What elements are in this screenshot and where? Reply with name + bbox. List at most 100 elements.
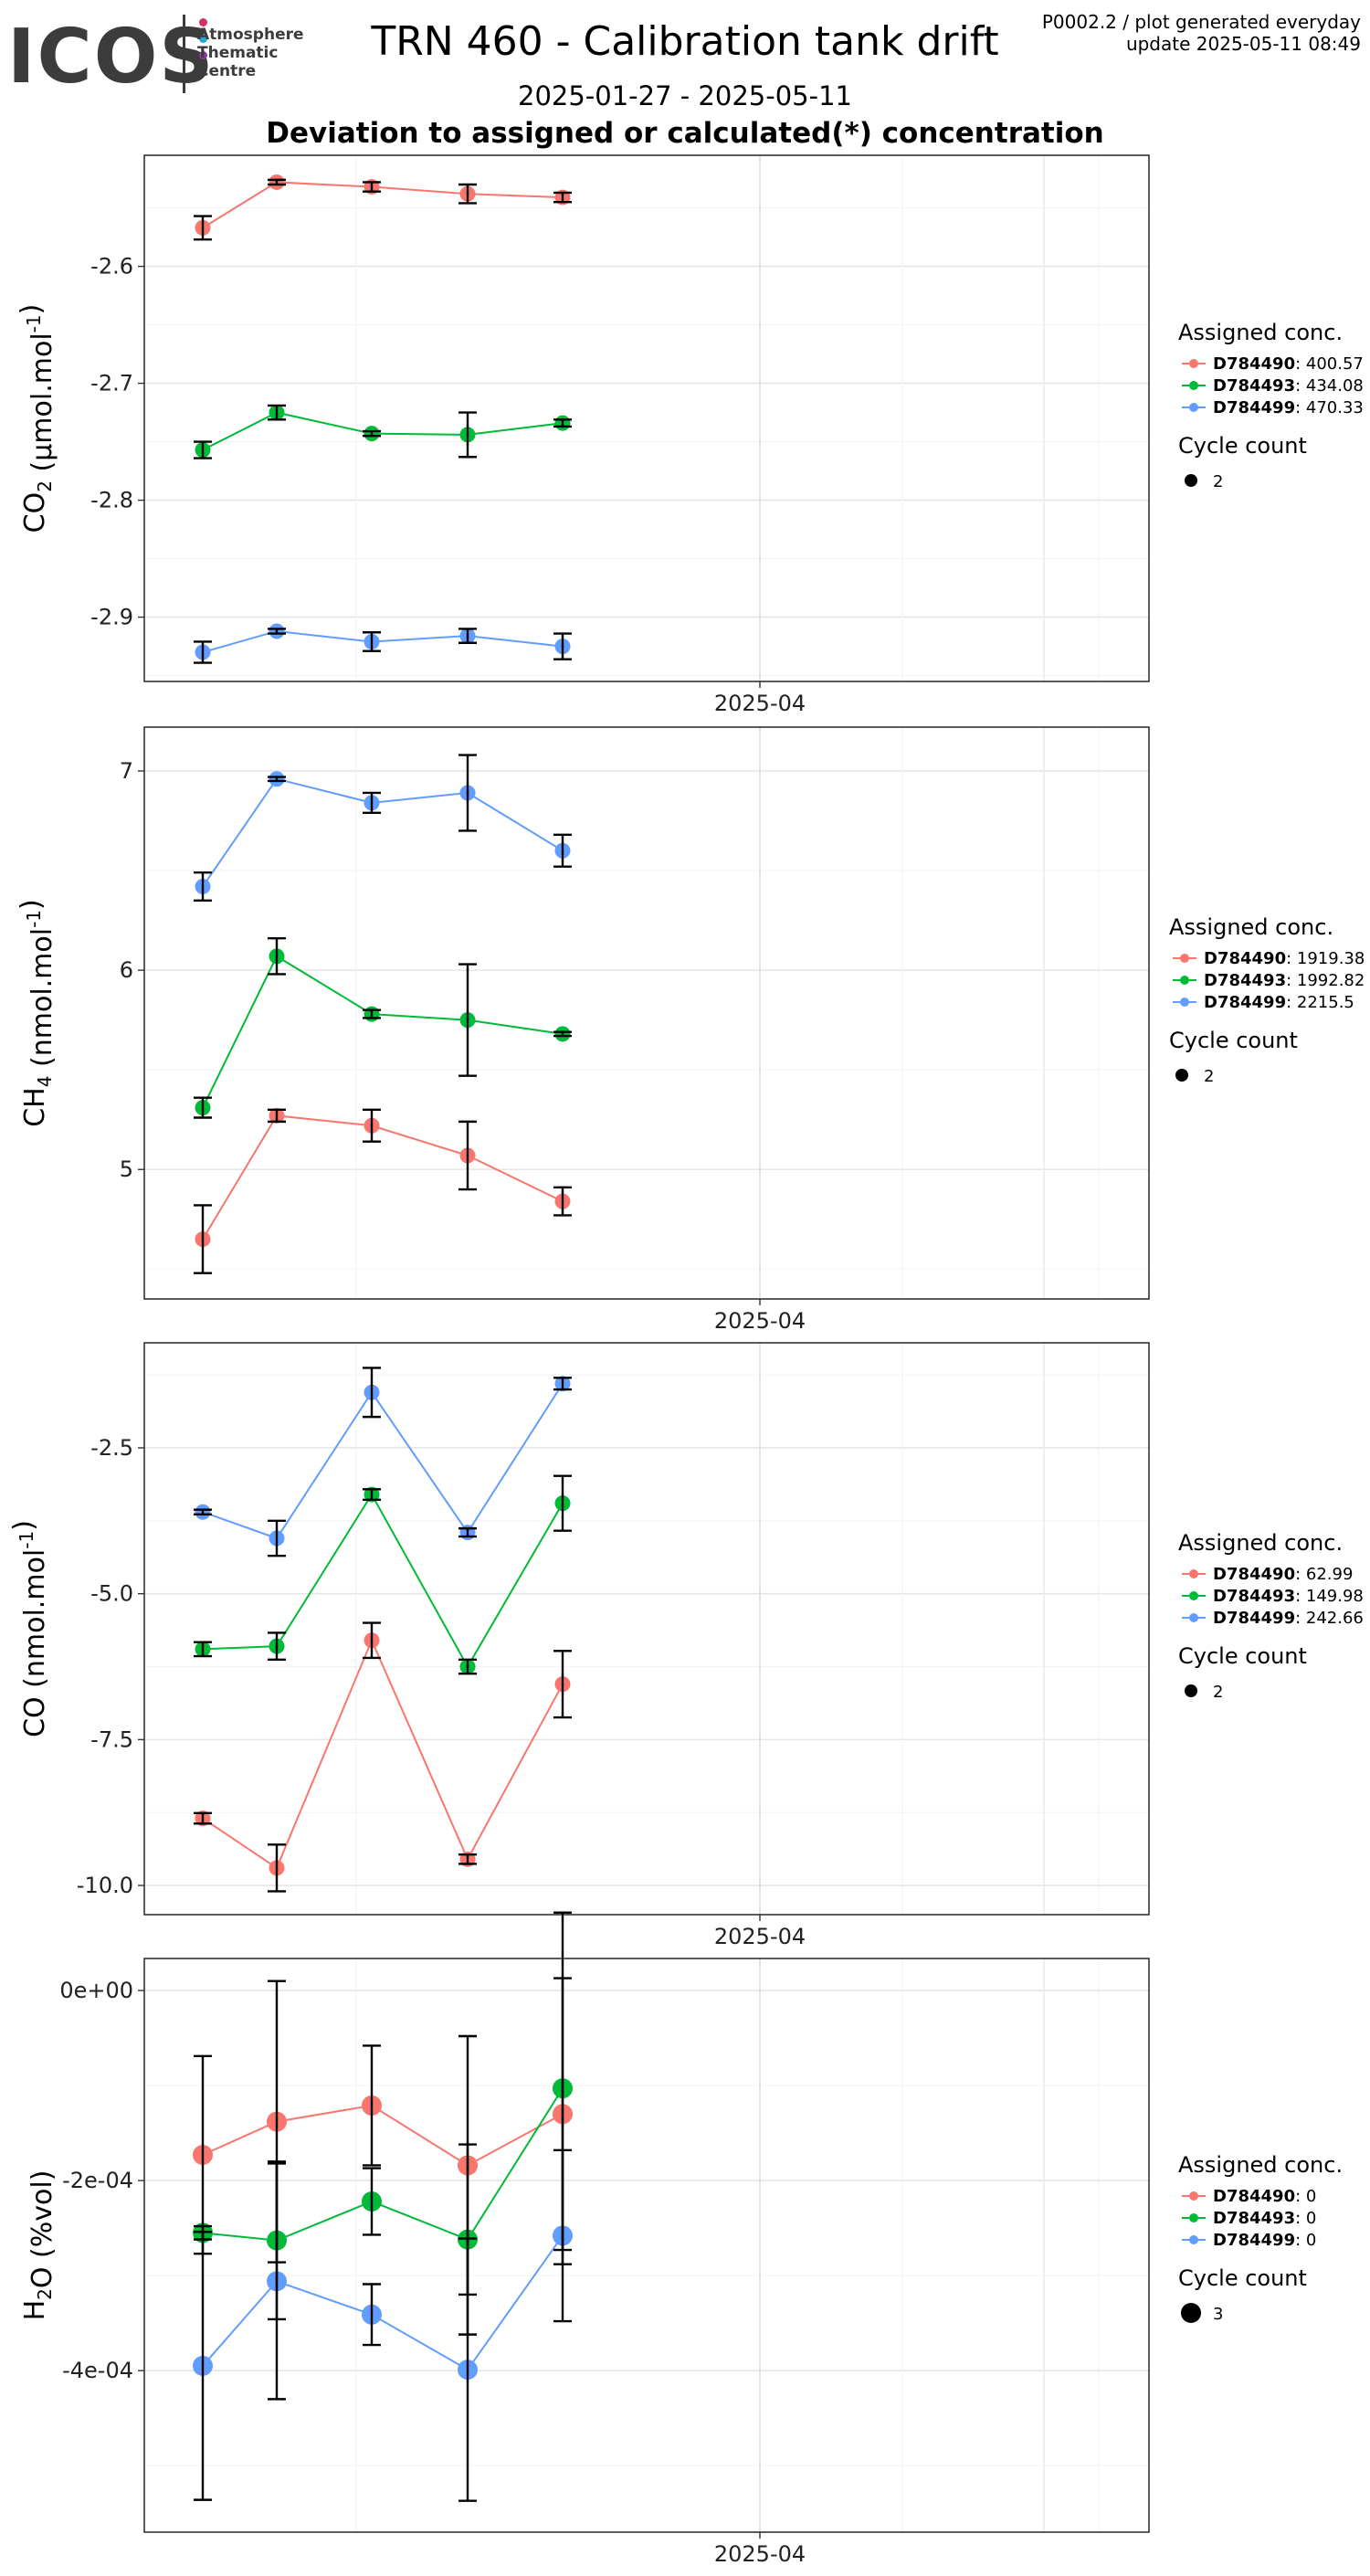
legend-entry-name: D784493 xyxy=(1213,2209,1295,2228)
size-legend-value: 2 xyxy=(1213,1683,1223,1702)
series-line xyxy=(202,411,564,451)
panel-border xyxy=(143,1958,1150,2533)
y-tick-label: -2.8 xyxy=(90,488,133,513)
x-tick-label: 2025-04 xyxy=(714,1924,806,1949)
legend-title: Assigned conc. xyxy=(1178,2152,1343,2178)
legend-entry-value: : 470.33 xyxy=(1295,398,1364,417)
chart-panel: 0e+00 -2e-04 -4e-04 2025-04 H2O (%vol) Assign… xyxy=(19,1911,1343,2567)
size-legend-key xyxy=(1181,2303,1201,2323)
y-axis-label: H2O (%vol) xyxy=(19,2170,58,2321)
series-line xyxy=(202,2087,564,2242)
legend-entry-value: : 434.08 xyxy=(1295,376,1364,396)
panel-border xyxy=(143,726,1150,1300)
series-line xyxy=(202,2234,564,2371)
legend-entry-value: : 149.98 xyxy=(1295,1587,1364,1606)
y-tick-label: 7 xyxy=(120,758,133,784)
y-tick-label: -4e-04 xyxy=(62,2358,133,2383)
panel-border xyxy=(143,1342,1150,1916)
y-tick-label: -2e-04 xyxy=(62,2168,133,2193)
logo-subtitle: Atmosphere Thematic Centre xyxy=(197,26,304,80)
legend-entry: D784490: 400.57 xyxy=(1213,354,1364,374)
legend-entry-name: D784493 xyxy=(1204,971,1286,990)
y-axis-label: CO (nmol.mol-1) xyxy=(8,1520,51,1737)
page-title: TRN 460 - Calibration tank drift xyxy=(371,18,999,65)
legend-entry-name: D784499 xyxy=(1213,2231,1295,2250)
legend-entry: D784499: 2215.5 xyxy=(1204,993,1354,1012)
y-tick-label: 5 xyxy=(120,1156,133,1182)
size-legend-title: Cycle count xyxy=(1178,433,1307,459)
size-legend-title: Cycle count xyxy=(1178,2265,1307,2291)
x-tick-label: 2025-04 xyxy=(714,1308,806,1334)
series-line xyxy=(202,181,564,229)
legend-entry-value: : 2215.5 xyxy=(1286,993,1354,1012)
legend-entry-name: D784499 xyxy=(1204,993,1286,1012)
y-axis-label-part: (nmol.mol xyxy=(26,928,58,1076)
legend-entry-value: : 0 xyxy=(1295,2231,1316,2250)
legend-entry-name: D784490 xyxy=(1213,354,1295,374)
logo-dot xyxy=(199,51,207,59)
legend-entry-value: : 242.66 xyxy=(1295,1609,1364,1628)
y-axis-label-part: CO xyxy=(19,1696,51,1737)
y-axis-label-part: 4 xyxy=(34,1076,56,1088)
y-axis-label-part: H xyxy=(19,2300,51,2321)
legend-entry-value: : 0 xyxy=(1295,2209,1316,2228)
series-line xyxy=(202,629,564,653)
y-tick-label: -2.6 xyxy=(90,254,133,280)
y-axis-label: CH4 (nmol.mol-1) xyxy=(16,899,58,1127)
legend-entry-value: : 400.57 xyxy=(1295,354,1364,374)
legend-entry: D784499: 470.33 xyxy=(1213,398,1364,417)
size-legend-value: 3 xyxy=(1213,2305,1223,2324)
y-axis-label-part: 2 xyxy=(34,480,56,492)
legend-entry-name: D784499 xyxy=(1213,398,1295,417)
y-axis-label-part: CH xyxy=(19,1087,51,1127)
legend-key-point xyxy=(1180,954,1189,963)
legend-key-point xyxy=(1189,1569,1198,1578)
logo-dot xyxy=(199,35,207,43)
legend-key-point xyxy=(1189,381,1198,390)
y-axis-label: CO2 (µmol.mol-1) xyxy=(16,304,58,533)
y-tick-label: 6 xyxy=(120,957,133,983)
y-axis-label-part: (µmol.mol xyxy=(26,333,58,480)
y-tick-label: -2.7 xyxy=(90,371,133,396)
legend-title: Assigned conc. xyxy=(1178,1530,1343,1556)
legend-key-point xyxy=(1189,2235,1198,2244)
size-legend-key xyxy=(1185,474,1197,487)
y-axis-label-part: 2 xyxy=(34,2288,56,2300)
y-axis-label-part: -1 xyxy=(23,314,45,333)
legend-key-point xyxy=(1189,2191,1198,2201)
y-tick-label: -2.5 xyxy=(90,1435,133,1461)
size-legend-value: 2 xyxy=(1213,472,1223,491)
logo-subtitle-line: Thematic xyxy=(197,44,279,62)
legend-entry-value: : 1919.38 xyxy=(1286,949,1365,968)
y-axis-label-part: ) xyxy=(16,304,47,315)
legend: Assigned conc. D784490: 1919.38 D784493: 1… xyxy=(1169,914,1365,1086)
chart-panel: -2.5 -5.0 -7.5 -10.0 2025-04 CO (nmol.mol-1) A… xyxy=(8,1342,1364,1949)
legend-key-point xyxy=(1189,403,1198,412)
legend-entry-name: D784493 xyxy=(1213,1587,1295,1606)
legend-entry-name: D784490 xyxy=(1213,2187,1295,2206)
legend-entry: D784490: 1919.38 xyxy=(1204,949,1365,968)
logo-subtitle-line: Centre xyxy=(197,62,257,80)
logo-dots xyxy=(199,15,210,64)
x-tick-label: 2025-04 xyxy=(714,691,806,716)
chart-subtitle: Deviation to assigned or calculated(*) c… xyxy=(266,117,1104,150)
size-legend-title: Cycle count xyxy=(1178,1643,1307,1669)
y-tick-label: 0e+00 xyxy=(59,1978,133,2003)
legend-key-point xyxy=(1189,359,1198,368)
legend-entry: D784490: 0 xyxy=(1213,2187,1316,2206)
legend-title: Assigned conc. xyxy=(1169,914,1333,940)
size-legend-key xyxy=(1175,1069,1188,1082)
y-tick-label: -10.0 xyxy=(77,1873,133,1898)
y-tick-label: -5.0 xyxy=(90,1581,133,1607)
series-line xyxy=(202,1638,564,1870)
legend-entry-name: D784499 xyxy=(1213,1609,1295,1628)
legend-entry-name: D784490 xyxy=(1213,1565,1295,1584)
legend-entry: D784493: 149.98 xyxy=(1213,1587,1364,1606)
y-axis-label-part: (nmol.mol xyxy=(19,1549,51,1697)
logo-divider xyxy=(183,15,185,93)
x-tick-label: 2025-04 xyxy=(714,2541,806,2567)
